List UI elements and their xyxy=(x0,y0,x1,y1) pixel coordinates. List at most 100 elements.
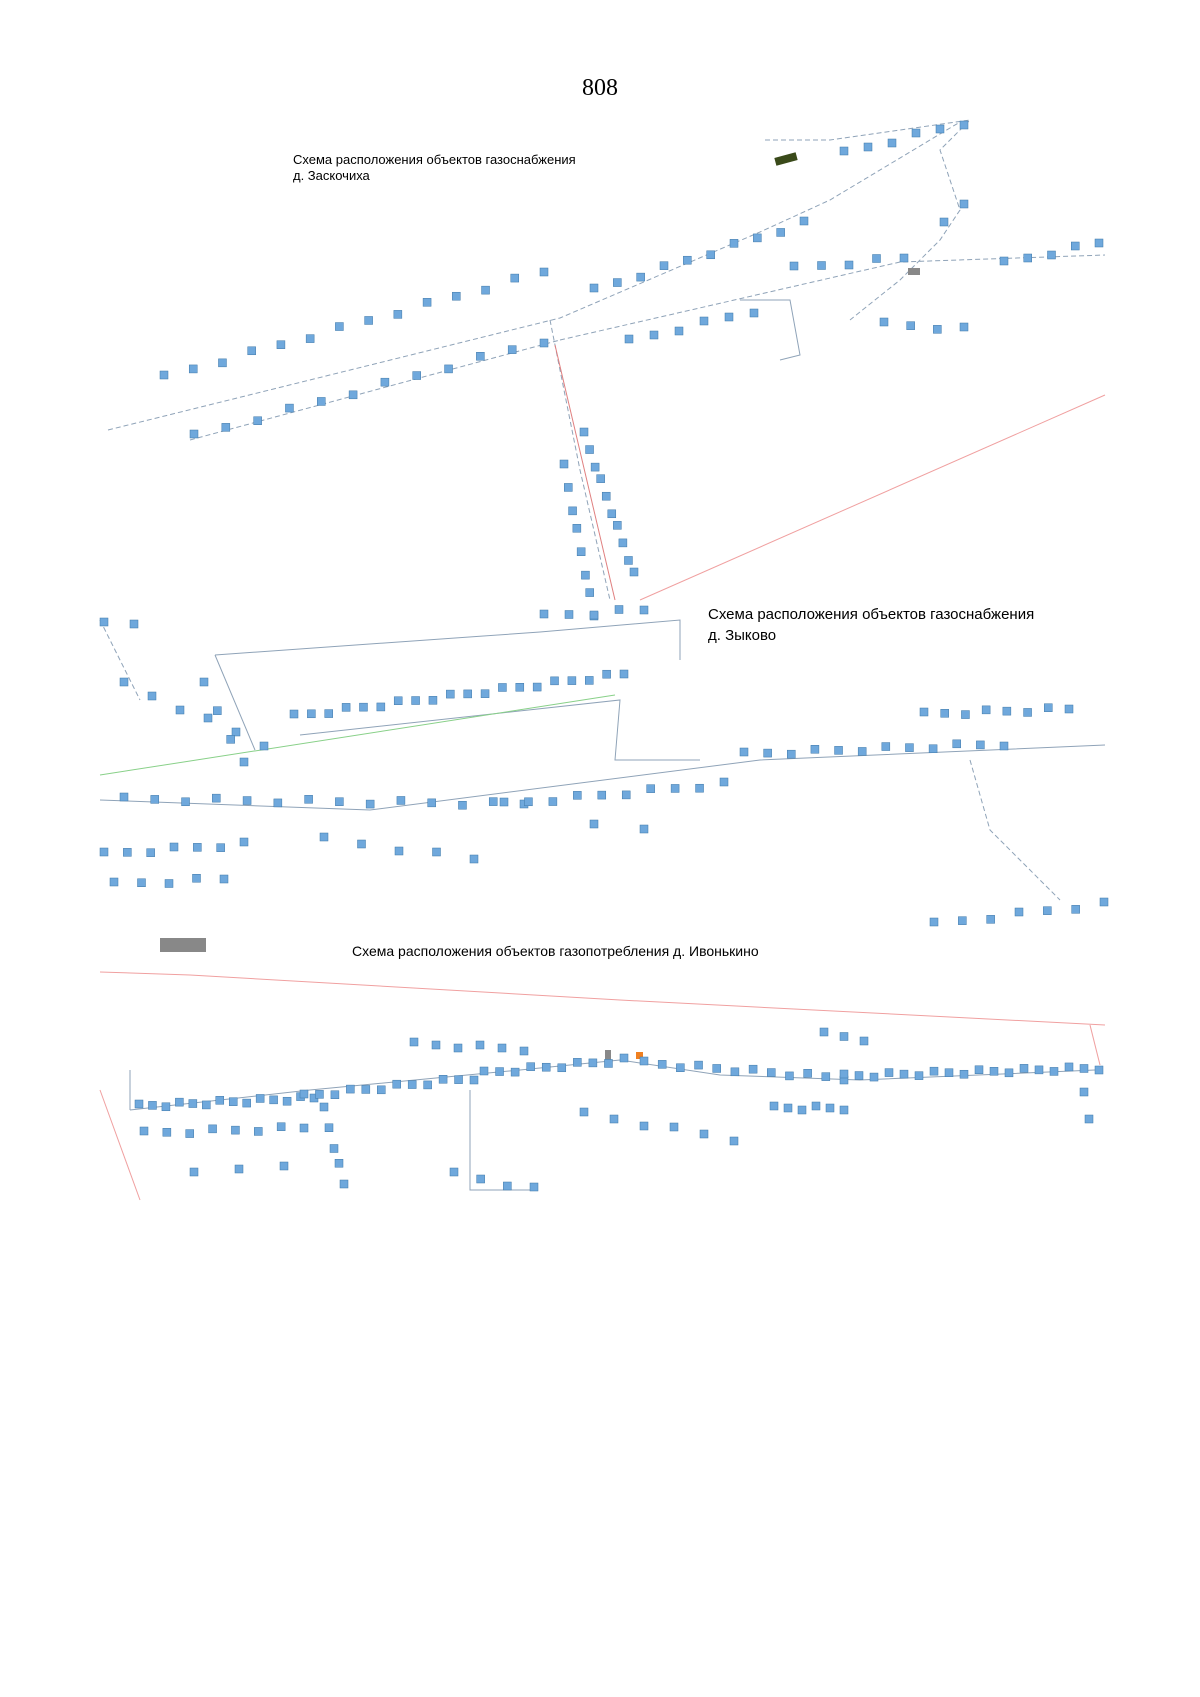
house xyxy=(776,228,785,237)
house xyxy=(557,1063,567,1073)
house xyxy=(609,1114,619,1124)
house xyxy=(1094,1065,1104,1075)
house xyxy=(961,710,970,719)
house xyxy=(928,744,938,753)
house xyxy=(476,1174,485,1184)
house xyxy=(601,491,611,501)
house xyxy=(497,1043,507,1053)
house xyxy=(253,416,262,425)
house xyxy=(188,364,198,374)
house xyxy=(695,783,704,793)
house xyxy=(432,847,441,857)
house xyxy=(767,1068,776,1077)
house xyxy=(712,1064,721,1073)
house xyxy=(839,1069,849,1079)
house xyxy=(147,691,157,701)
house xyxy=(959,120,969,130)
house xyxy=(175,1097,184,1107)
house xyxy=(670,784,680,793)
house xyxy=(438,1075,448,1084)
house xyxy=(315,1090,324,1099)
house xyxy=(602,669,611,679)
house xyxy=(579,427,589,437)
house xyxy=(324,1123,334,1132)
house xyxy=(189,429,199,439)
house xyxy=(109,877,119,887)
house xyxy=(276,340,286,349)
house xyxy=(597,790,607,800)
house xyxy=(914,1071,924,1080)
house xyxy=(589,283,599,293)
house xyxy=(247,346,256,356)
house xyxy=(185,1129,194,1138)
house xyxy=(231,1125,240,1135)
house xyxy=(618,538,628,548)
house xyxy=(499,797,509,807)
house xyxy=(431,1040,441,1050)
house xyxy=(319,832,329,842)
house xyxy=(899,1069,909,1079)
house xyxy=(999,741,1009,751)
house xyxy=(139,1126,149,1136)
house xyxy=(539,267,549,277)
house xyxy=(959,1069,969,1079)
house xyxy=(959,199,969,209)
house xyxy=(905,743,914,752)
house xyxy=(446,689,455,699)
house xyxy=(510,273,520,283)
house xyxy=(739,747,749,757)
house xyxy=(254,1127,263,1136)
house xyxy=(783,1103,793,1113)
house xyxy=(218,358,227,368)
house xyxy=(797,1105,807,1115)
house xyxy=(203,713,213,723)
house xyxy=(564,483,573,492)
house xyxy=(884,1068,894,1077)
house xyxy=(753,233,762,243)
house xyxy=(639,605,649,615)
scheme-title: Схема расположения объектов газопотребле… xyxy=(352,943,759,959)
house xyxy=(724,312,734,322)
house xyxy=(911,128,921,138)
house xyxy=(208,1124,217,1134)
house xyxy=(1071,241,1080,251)
house xyxy=(317,397,326,406)
house xyxy=(495,1067,504,1076)
house xyxy=(412,371,421,380)
house xyxy=(423,1080,432,1090)
house xyxy=(729,239,739,248)
house xyxy=(1023,253,1032,263)
house xyxy=(785,1071,794,1081)
house xyxy=(683,255,692,265)
house xyxy=(999,256,1009,266)
house xyxy=(181,797,190,807)
house xyxy=(119,677,129,687)
house xyxy=(989,1067,999,1076)
house xyxy=(581,570,590,580)
house xyxy=(613,521,622,530)
house xyxy=(639,1121,649,1131)
house xyxy=(719,777,729,787)
scheme-title: д. Заскочиха xyxy=(293,168,371,183)
house xyxy=(226,735,235,744)
house xyxy=(357,839,366,849)
house xyxy=(481,285,490,295)
house xyxy=(193,843,202,852)
house xyxy=(228,1097,238,1106)
house xyxy=(239,757,249,767)
house xyxy=(834,746,843,755)
house xyxy=(234,1164,244,1174)
house xyxy=(339,1179,349,1189)
house xyxy=(839,146,849,156)
house xyxy=(164,879,174,888)
house xyxy=(488,797,498,806)
house xyxy=(749,308,759,318)
house xyxy=(221,423,231,432)
house xyxy=(1034,1065,1044,1075)
house xyxy=(1064,704,1074,714)
house xyxy=(887,138,897,148)
house xyxy=(981,705,991,715)
house xyxy=(1044,703,1053,712)
